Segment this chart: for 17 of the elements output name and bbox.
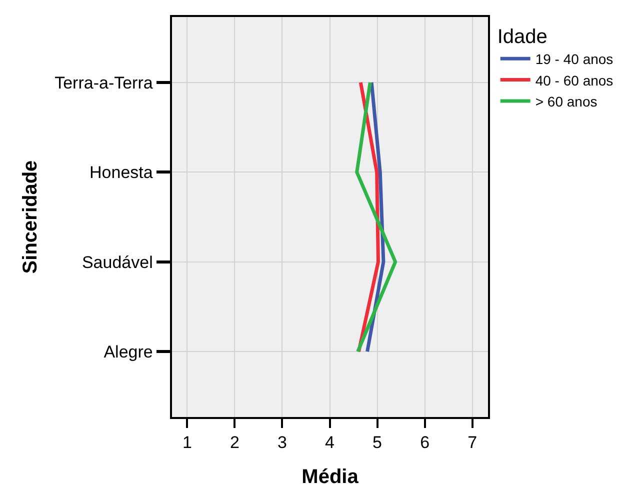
- legend-label: 40 - 60 anos: [535, 72, 614, 88]
- y-tick-label: Terra-a-Terra: [54, 73, 154, 92]
- x-tick-label: 7: [468, 433, 478, 452]
- y-tick-label: Honesta: [90, 163, 154, 182]
- y-axis-title: Sinceridade: [20, 160, 42, 274]
- x-tick-label: 4: [325, 433, 334, 452]
- y-tick-label: Alegre: [104, 342, 153, 362]
- x-tick-label: 3: [278, 433, 287, 452]
- x-tick-label: 6: [420, 433, 430, 452]
- x-tick-label: 2: [230, 433, 240, 452]
- legend-label: 19 - 40 anos: [535, 51, 614, 68]
- x-tick-label: 1: [182, 433, 192, 452]
- x-axis-title: Média: [302, 466, 360, 488]
- legend-title: Idade: [497, 26, 548, 48]
- legend-label: > 60 anos: [535, 93, 598, 110]
- y-tick-label: Saudável: [82, 252, 153, 272]
- x-tick-label: 5: [372, 433, 382, 452]
